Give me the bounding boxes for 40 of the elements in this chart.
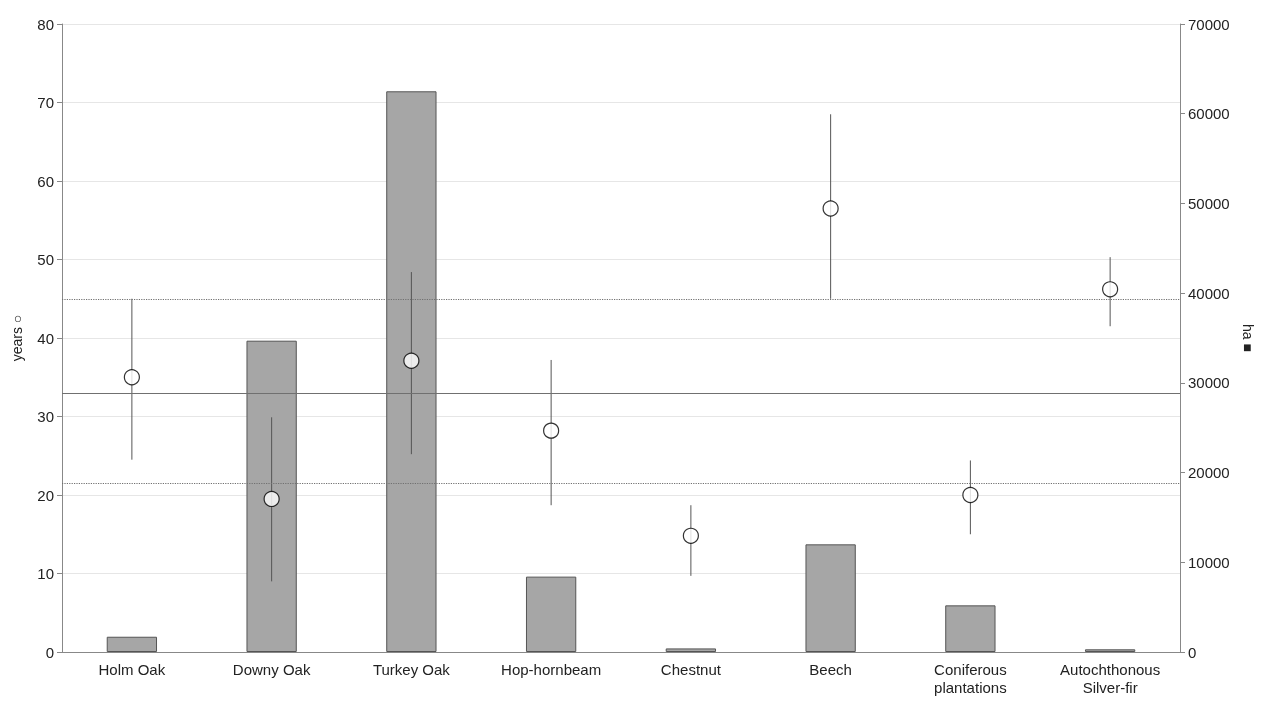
y2-tick-label: 30000 bbox=[1188, 374, 1230, 392]
bar bbox=[106, 636, 158, 652]
point bbox=[962, 486, 979, 504]
y-tick-label: 50 bbox=[37, 251, 54, 268]
bar bbox=[945, 605, 996, 652]
y-axis-title: years ○ bbox=[9, 314, 25, 362]
x-tick-label: Autochthonous Silver-fir bbox=[1060, 660, 1161, 696]
bar bbox=[805, 544, 856, 652]
point bbox=[403, 352, 420, 369]
y2-tick-label: 70000 bbox=[1188, 15, 1230, 33]
y2-tick-label: 20000 bbox=[1188, 464, 1230, 482]
x-tick-label: Downy Oak bbox=[232, 660, 311, 678]
y-tick-label: 0 bbox=[45, 643, 54, 661]
bar bbox=[386, 91, 437, 652]
y2-tick-label: 60000 bbox=[1188, 105, 1230, 123]
y-tick-label: 40 bbox=[37, 329, 54, 347]
x-tick-label: Hop-hornbeam bbox=[501, 660, 602, 678]
point bbox=[543, 422, 560, 439]
y2-tick-label: 10000 bbox=[1188, 553, 1230, 571]
y2-axis-title: ha ■ bbox=[1239, 324, 1256, 352]
y-tick-label: 30 bbox=[37, 408, 54, 425]
y2-tick-label: 0 bbox=[1188, 643, 1197, 661]
bar bbox=[525, 576, 577, 652]
y-tick-label: 70 bbox=[37, 94, 54, 111]
bar bbox=[665, 648, 717, 652]
y2-tick-label: 40000 bbox=[1188, 284, 1230, 302]
x-tick-label: Coniferous plantations bbox=[934, 660, 1007, 696]
point bbox=[263, 490, 280, 508]
point bbox=[123, 369, 140, 386]
x-tick-label: Turkey Oak bbox=[372, 660, 451, 678]
y-tick-label: 80 bbox=[37, 15, 54, 33]
bar bbox=[246, 340, 297, 652]
y2-tick-label: 50000 bbox=[1188, 194, 1230, 212]
y-tick-label: 10 bbox=[37, 565, 54, 582]
y-tick-label: 20 bbox=[37, 486, 54, 504]
point bbox=[822, 200, 839, 217]
x-tick-label: Holm Oak bbox=[98, 660, 166, 678]
x-tick-label: Chestnut bbox=[660, 660, 722, 678]
y-tick-label: 60 bbox=[37, 172, 54, 190]
x-tick-label: Beech bbox=[809, 660, 852, 678]
